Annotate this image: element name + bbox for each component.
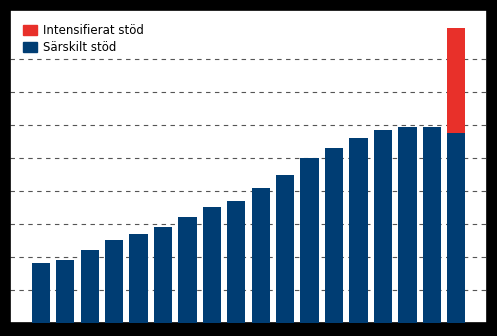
- Bar: [154, 227, 172, 323]
- Bar: [422, 127, 441, 323]
- Bar: [300, 158, 319, 323]
- Bar: [374, 130, 392, 323]
- Bar: [398, 127, 416, 323]
- Bar: [276, 174, 294, 323]
- Bar: [81, 250, 99, 323]
- Bar: [32, 263, 50, 323]
- Bar: [56, 260, 75, 323]
- Bar: [447, 28, 465, 133]
- Bar: [349, 138, 368, 323]
- Bar: [129, 234, 148, 323]
- Bar: [105, 240, 123, 323]
- Bar: [447, 133, 465, 323]
- Bar: [227, 201, 246, 323]
- Legend: Intensifierat stöd, Särskilt stöd: Intensifierat stöd, Särskilt stöd: [18, 19, 149, 59]
- Bar: [251, 188, 270, 323]
- Bar: [325, 148, 343, 323]
- Bar: [178, 217, 197, 323]
- Bar: [203, 207, 221, 323]
